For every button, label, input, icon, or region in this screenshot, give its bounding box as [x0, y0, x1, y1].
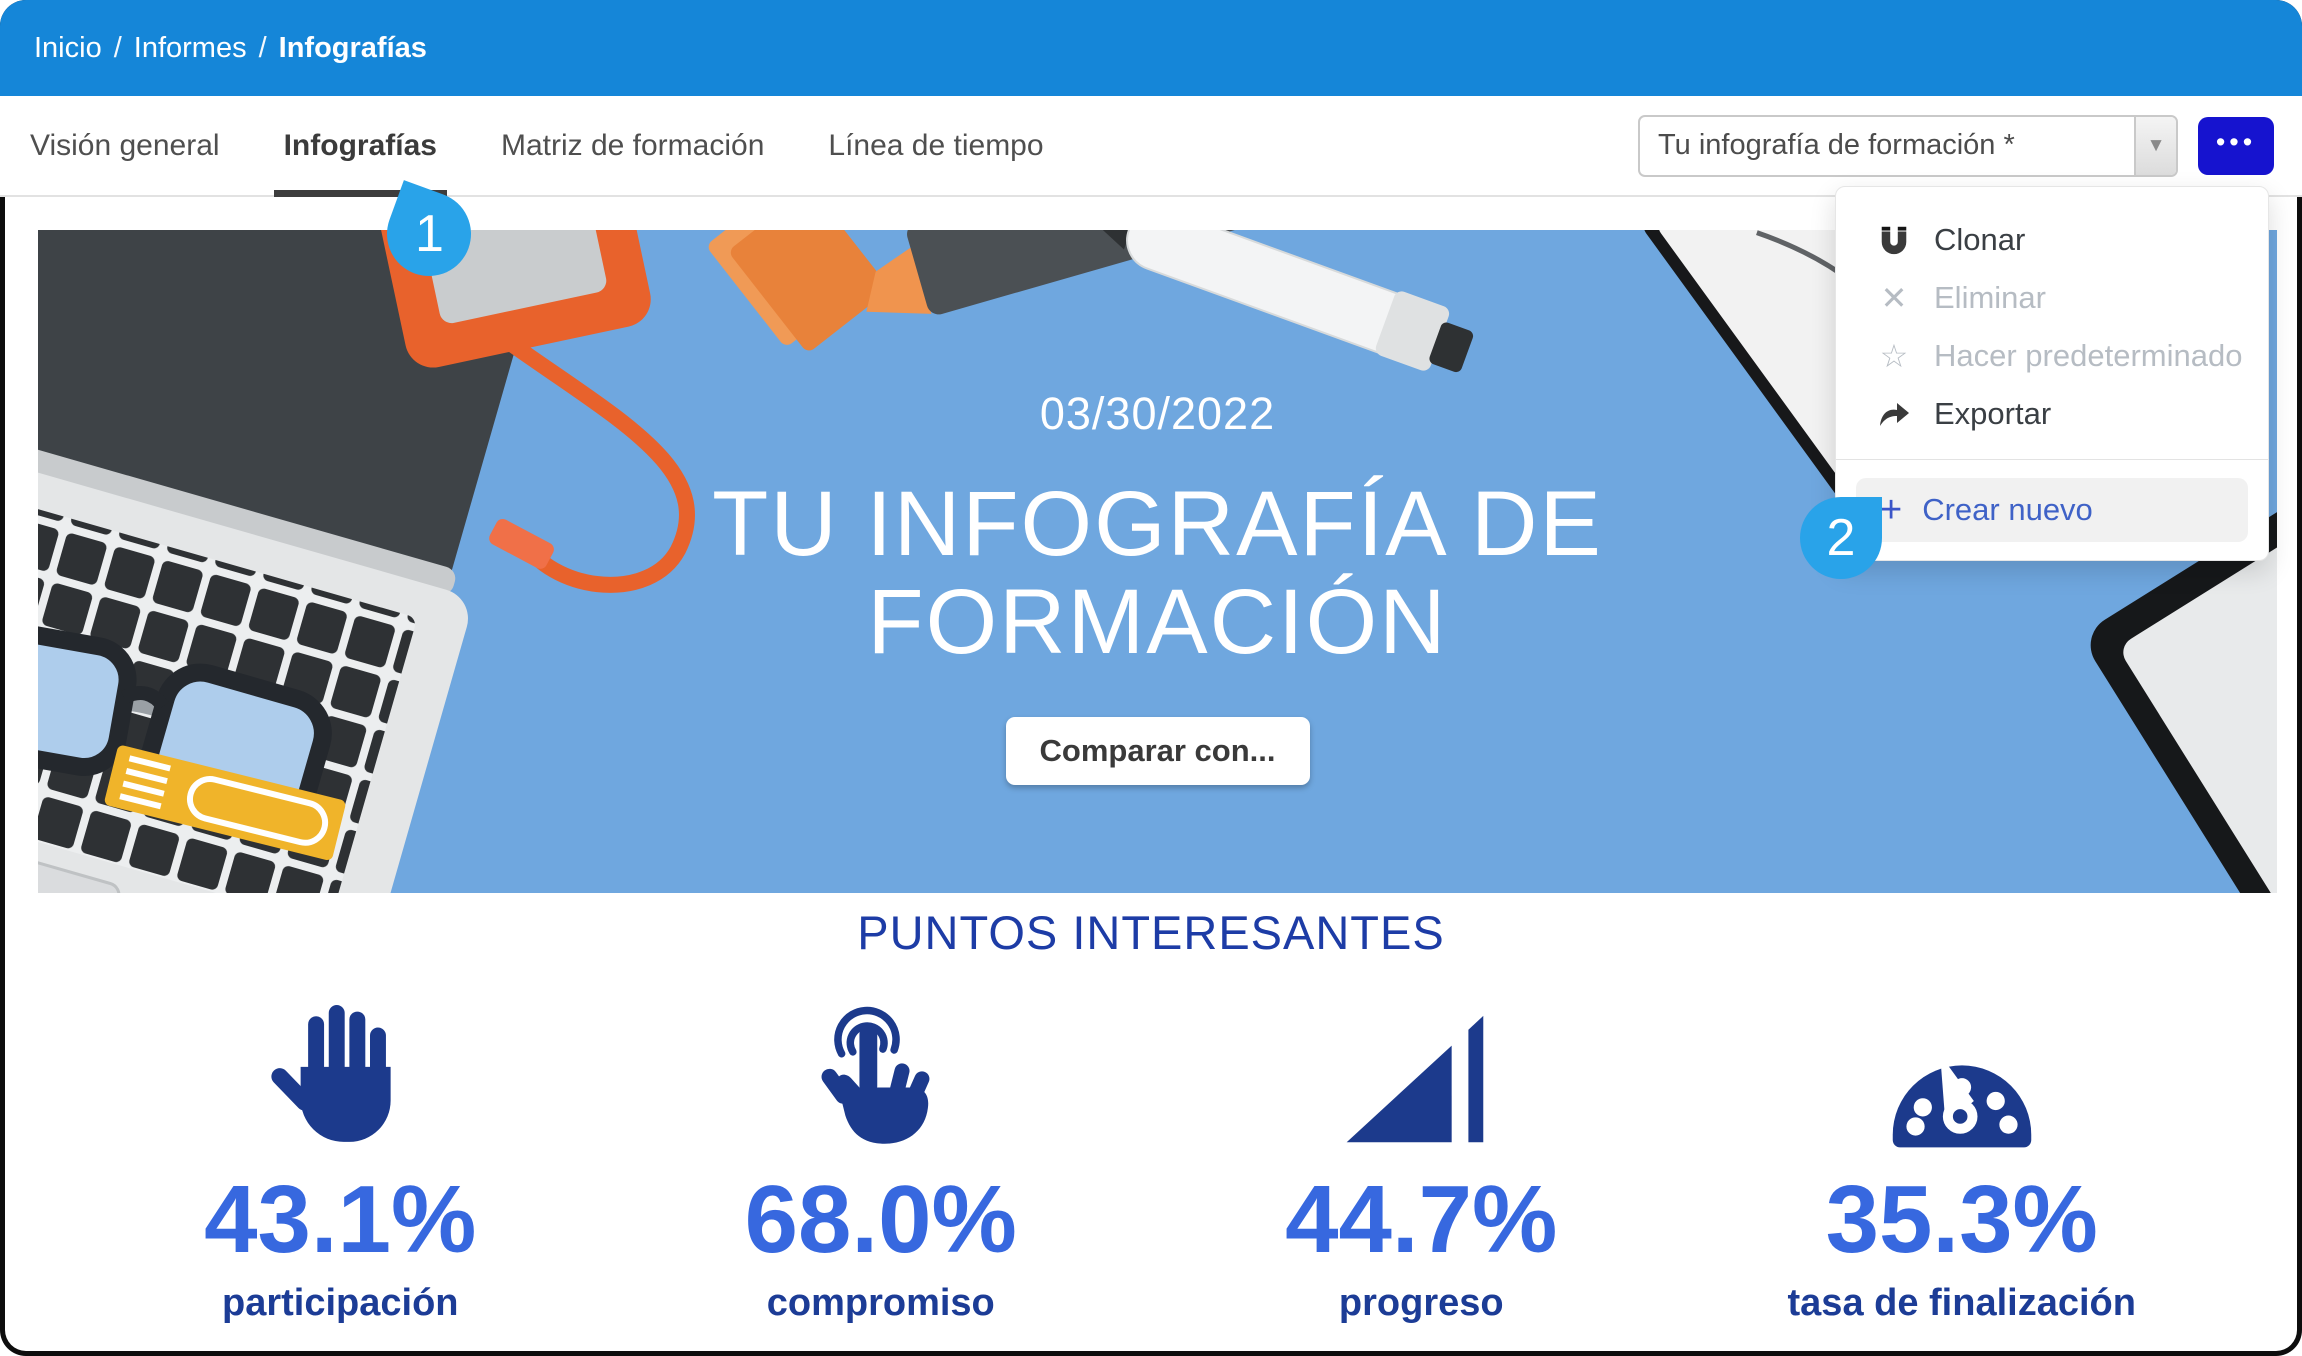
ellipsis-icon: ••• — [2215, 126, 2257, 157]
stat-value: 35.3% — [1825, 1166, 2098, 1273]
stat-value: 43.1% — [204, 1166, 477, 1273]
menu-item-label: Eliminar — [1934, 280, 2046, 315]
infographic-selector-value: Tu infografía de formación * — [1658, 128, 2015, 161]
tablet-illustration — [2090, 488, 2277, 893]
breadcrumb-separator: / — [258, 31, 267, 64]
tab-vision-general[interactable]: Visión general — [30, 128, 220, 162]
create-new-label: Crear nuevo — [1922, 492, 2093, 527]
highlights-section: PUNTOS INTERESANTES 43. — [0, 905, 2302, 1325]
stat-value: 44.7% — [1285, 1166, 1558, 1273]
export-icon — [1874, 396, 1914, 432]
highlights-title: PUNTOS INTERESANTES — [857, 906, 1445, 959]
menu-item-label: Clonar — [1934, 222, 2026, 257]
star-icon: ☆ — [1879, 338, 1909, 374]
menu-item-crear-nuevo[interactable]: + Crear nuevo — [1856, 478, 2248, 542]
toolbar-controls: Tu infografía de formación * ▼ ••• — [1638, 114, 2274, 177]
tab-bar: Visión general Infografías Matriz de for… — [0, 96, 2302, 197]
menu-item-label: Exportar — [1934, 396, 2052, 431]
graphics-tablet-illustration — [364, 230, 651, 368]
stat-value: 68.0% — [744, 1166, 1017, 1273]
menu-item-eliminar[interactable]: ✕ Eliminar — [1836, 269, 2268, 327]
more-actions-button[interactable]: ••• — [2198, 116, 2274, 175]
stat-label: compromiso — [766, 1282, 995, 1324]
chevron-down-icon[interactable]: ▼ — [2134, 116, 2176, 175]
banner-date: 03/30/2022 — [1039, 388, 1276, 439]
menu-item-hacer-predeterminado[interactable]: ☆ Hacer predeterminado — [1836, 327, 2268, 385]
banner-content: 03/30/2022 TU INFOGRAFÍA DE FORMACIÓN Co… — [38, 230, 2277, 893]
stat-label: participación — [222, 1282, 459, 1324]
callout-number: 2 — [1826, 509, 1856, 567]
breadcrumb-separator: / — [113, 31, 122, 64]
actions-menu: Clonar ✕ Eliminar ☆ Hacer predeterminado… — [1835, 186, 2269, 561]
tab-matriz-de-formacion[interactable]: Matriz de formación — [500, 128, 765, 162]
progress-triangle-icon — [1342, 1004, 1500, 1156]
stat-label: progreso — [1338, 1282, 1504, 1324]
infographic-banner: 03/30/2022 TU INFOGRAFÍA DE FORMACIÓN Co… — [38, 230, 2277, 893]
tap-hand-icon — [806, 1004, 956, 1156]
menu-item-exportar[interactable]: Exportar — [1836, 385, 2268, 443]
stat-label: tasa de finalización — [1787, 1282, 2136, 1324]
banner-title: TU INFOGRAFÍA DE FORMACIÓN — [712, 473, 1603, 673]
infographic-selector[interactable]: Tu infografía de formación * ▼ — [1638, 114, 2178, 177]
tab-linea-de-tiempo[interactable]: Línea de tiempo — [828, 128, 1044, 162]
breadcrumb-home[interactable]: Inicio — [34, 31, 102, 64]
sticky-notes-illustration — [708, 230, 888, 351]
close-icon: ✕ — [1880, 280, 1908, 316]
breadcrumb: Inicio / Informes / Infografías — [34, 32, 427, 65]
tab-infografias-label: Infografías — [283, 128, 437, 162]
stat-tasa-de-finalizacion: 35.3% tasa de finalización — [1692, 1004, 2233, 1325]
banner-title-line-1: TU INFOGRAFÍA DE — [712, 473, 1603, 575]
stat-progreso: 44.7% progreso — [1151, 1004, 1692, 1325]
banner-title-line-2: FORMACIÓN — [867, 570, 1448, 673]
menu-item-label: Hacer predeterminado — [1934, 338, 2243, 373]
magnet-icon — [1874, 223, 1914, 257]
top-header-bar: Inicio / Informes / Infografías — [0, 0, 2302, 96]
active-tab-underline — [273, 190, 447, 197]
stat-participacion: 43.1% participación — [70, 1004, 611, 1325]
stat-compromiso: 68.0% compromiso — [611, 1004, 1152, 1325]
menu-item-clonar[interactable]: Clonar — [1836, 211, 2268, 269]
gauge-icon — [1880, 1004, 2044, 1156]
breadcrumb-current: Infografías — [278, 31, 427, 64]
plus-icon: + — [1880, 489, 1903, 531]
pen-illustration — [1085, 230, 1474, 373]
stats-row: 43.1% participación — [0, 1004, 2302, 1325]
callout-number: 1 — [414, 204, 444, 263]
tab-infografias[interactable]: Infografías — [273, 96, 447, 197]
raised-hand-icon — [265, 1004, 415, 1156]
usb-stick-illustration — [104, 745, 346, 861]
compare-with-button[interactable]: Comparar con... — [1005, 717, 1310, 786]
breadcrumb-reports[interactable]: Informes — [133, 31, 247, 64]
callout-badge-2: 2 — [1800, 497, 1882, 579]
menu-divider — [1836, 459, 2268, 460]
